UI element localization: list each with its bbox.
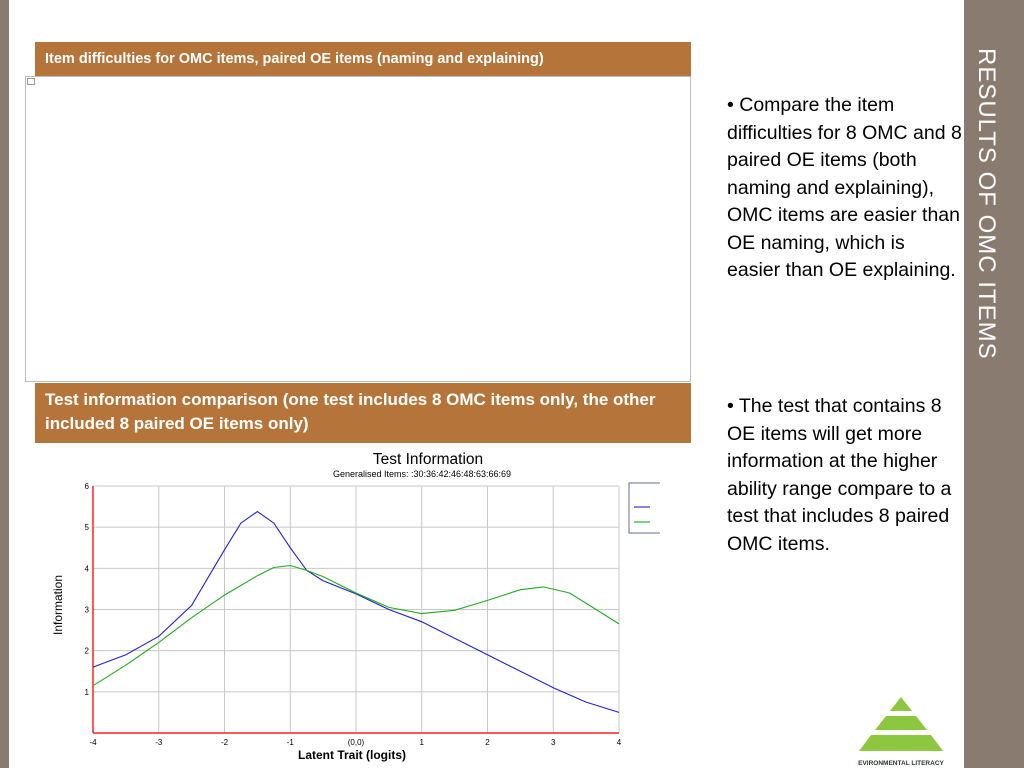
left-accent-bar <box>0 0 9 768</box>
x-tick-label: -4 <box>89 738 97 747</box>
chart-title: Test Information <box>373 451 483 468</box>
logo-text: EVIRONMENTAL LITERACY <box>858 760 944 767</box>
chart-legend <box>628 482 660 534</box>
y-tick-label: 3 <box>85 606 90 615</box>
y-tick-label: 5 <box>85 523 90 532</box>
caption-test-information: Test information comparison (one test in… <box>35 383 691 443</box>
x-tick-label: -3 <box>155 738 163 747</box>
slide-title-text: Results of OMC items <box>973 48 1000 360</box>
series-line-1 <box>92 510 620 713</box>
right-title-band <box>964 0 1024 768</box>
x-axis-label: Latent Trait (logits) <box>298 748 406 762</box>
y-tick-label: 1 <box>85 688 90 697</box>
x-tick-label: 1 <box>420 738 425 747</box>
caption-item-difficulties: Item difficulties for OMC items, paired … <box>35 42 691 76</box>
x-tick-label: -2 <box>221 738 229 747</box>
bullet-item-difficulties: • Compare the item difficulties for 8 OM… <box>727 94 962 281</box>
item-difficulties-figure <box>25 76 691 382</box>
logo-triangle-top <box>890 697 912 711</box>
bullet-test-information: • The test that contains 8 OE items will… <box>727 395 952 555</box>
y-axis-label: Information <box>51 575 65 635</box>
logo-triangle-mid <box>875 716 927 730</box>
legend-box <box>628 482 660 534</box>
logo-triangle-bottom <box>859 735 943 751</box>
y-tick-label: 4 <box>85 564 90 573</box>
x-tick-label: 4 <box>617 738 622 747</box>
x-tick-label: 3 <box>551 738 556 747</box>
x-tick-label: -1 <box>287 738 295 747</box>
test-information-chart: Test Information Generalised Items: :30:… <box>40 443 660 768</box>
series-line-2 <box>92 564 620 687</box>
slide-title: Results of OMC items <box>964 0 1024 768</box>
x-tick-label: (0,0) <box>348 738 365 747</box>
broken-image-icon <box>27 78 35 85</box>
chart-subtitle: Generalised Items: :30:36:42:46:48:63:66… <box>333 469 511 479</box>
y-tick-label: 2 <box>85 647 90 656</box>
environmental-literacy-logo: EVIRONMENTAL LITERACY <box>846 694 956 768</box>
y-tick-label: 6 <box>85 482 90 491</box>
x-tick-label: 2 <box>485 738 490 747</box>
